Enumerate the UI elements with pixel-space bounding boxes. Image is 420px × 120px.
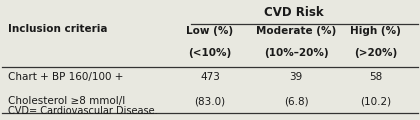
Text: Moderate (%): Moderate (%) xyxy=(256,26,336,36)
Text: (>20%): (>20%) xyxy=(354,48,397,58)
Text: 39: 39 xyxy=(289,72,303,82)
Text: (10%–20%): (10%–20%) xyxy=(264,48,328,58)
Text: 473: 473 xyxy=(200,72,220,82)
Text: CVD Risk: CVD Risk xyxy=(264,6,324,19)
Text: CVD= Cardiovascular Disease.: CVD= Cardiovascular Disease. xyxy=(8,106,158,116)
Text: Cholesterol ≥8 mmol/l: Cholesterol ≥8 mmol/l xyxy=(8,96,126,106)
Text: (83.0): (83.0) xyxy=(194,96,226,106)
Text: Chart + BP 160/100 +: Chart + BP 160/100 + xyxy=(8,72,124,82)
Text: 58: 58 xyxy=(369,72,383,82)
Text: (10.2): (10.2) xyxy=(360,96,391,106)
Text: Inclusion criteria: Inclusion criteria xyxy=(8,24,108,34)
Text: Low (%): Low (%) xyxy=(186,26,234,36)
Text: (6.8): (6.8) xyxy=(284,96,308,106)
Text: High (%): High (%) xyxy=(350,26,402,36)
Text: (<10%): (<10%) xyxy=(189,48,231,58)
